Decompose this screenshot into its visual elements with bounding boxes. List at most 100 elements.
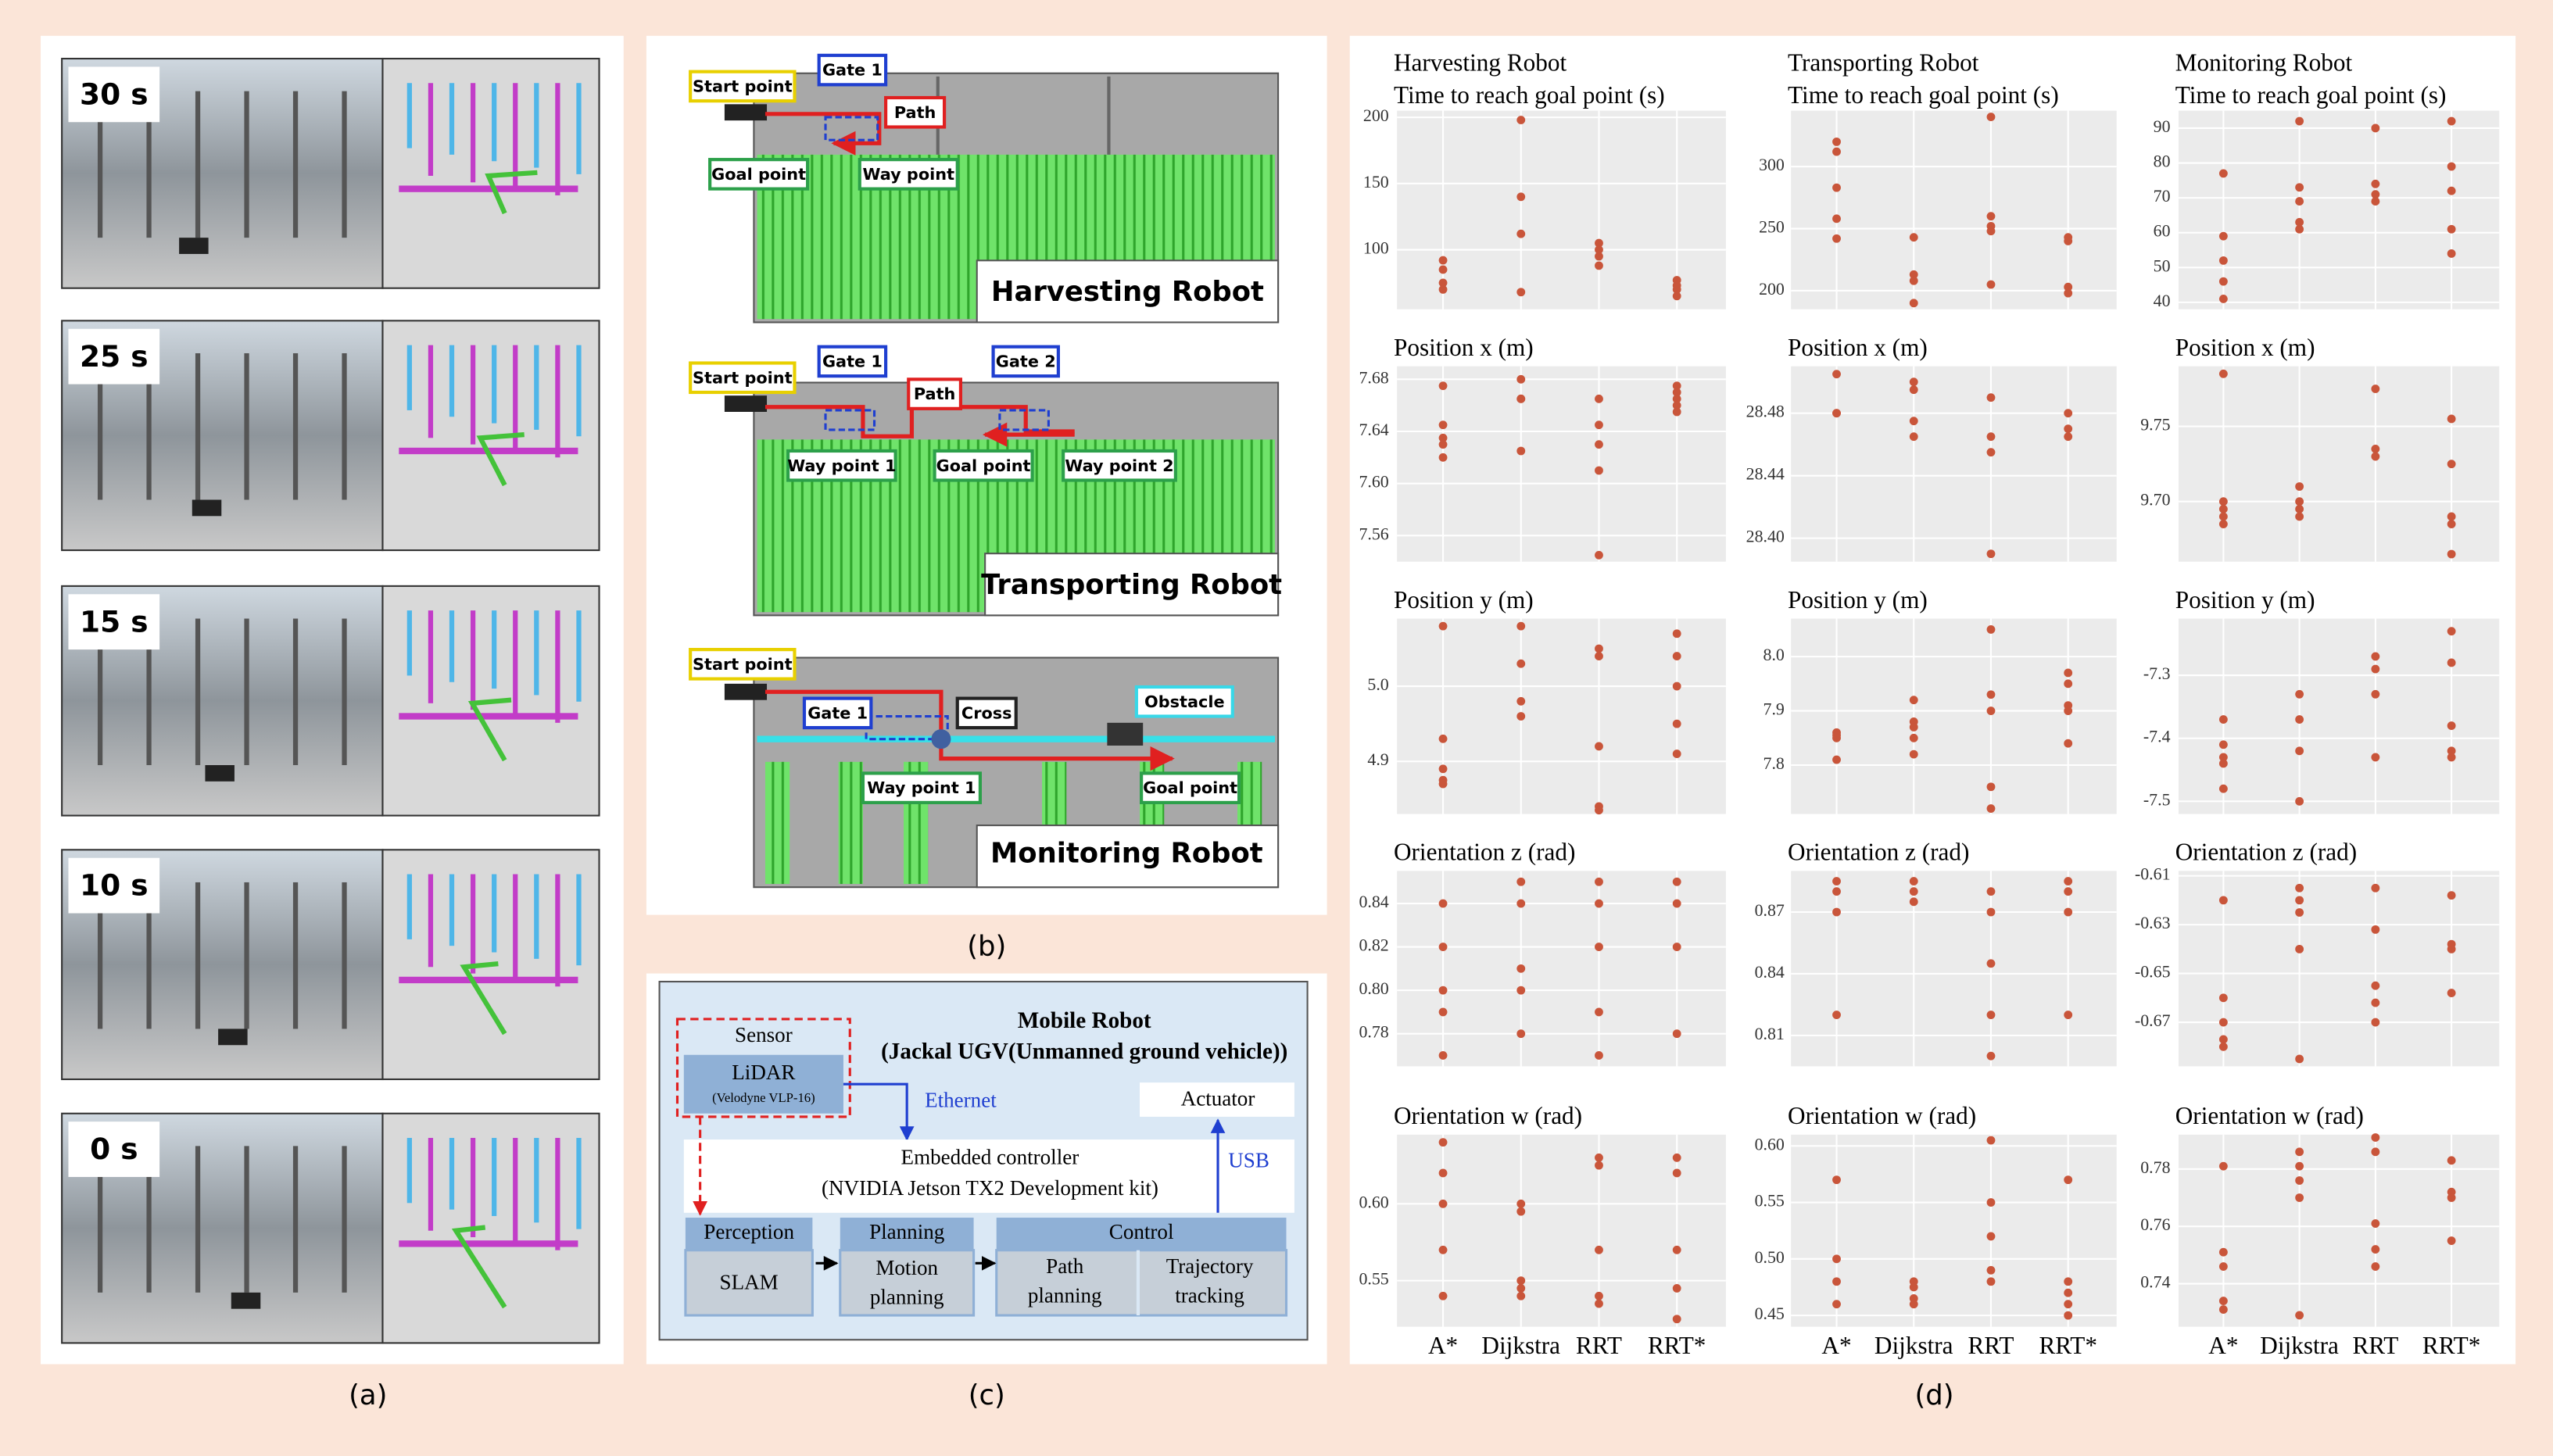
frame-label: 10 s bbox=[80, 868, 149, 903]
label: Motion bbox=[875, 1256, 938, 1279]
window-frame bbox=[244, 353, 249, 500]
lidar-column bbox=[470, 1137, 476, 1238]
dot bbox=[1986, 448, 1996, 457]
label-box bbox=[858, 158, 959, 191]
dot bbox=[1438, 284, 1448, 294]
frame-label-box bbox=[68, 1122, 160, 1177]
lidar-column bbox=[555, 83, 560, 195]
controller-box bbox=[683, 1139, 1294, 1213]
dot bbox=[2371, 981, 2380, 990]
robot bbox=[724, 395, 768, 412]
lidar-column bbox=[428, 83, 434, 176]
frame-label: 0 s bbox=[90, 1132, 138, 1166]
diagram-label: Gate 2 bbox=[996, 352, 1056, 370]
dot bbox=[2447, 224, 2456, 234]
dot bbox=[1832, 234, 1841, 243]
dot bbox=[2371, 652, 2380, 661]
plot-background bbox=[2178, 366, 2500, 562]
dot bbox=[2218, 277, 2228, 286]
dot bbox=[2218, 1247, 2228, 1257]
dot bbox=[1909, 887, 1918, 896]
chart-title: Position y (m) bbox=[2175, 586, 2315, 614]
dot bbox=[2447, 1193, 2456, 1202]
dot bbox=[2447, 989, 2456, 998]
label-box bbox=[1134, 685, 1234, 718]
lidar-column bbox=[576, 83, 582, 174]
dot bbox=[1595, 252, 1603, 261]
label: Path bbox=[1046, 1254, 1084, 1278]
dot bbox=[1672, 381, 1681, 391]
frame-label-box bbox=[68, 857, 160, 914]
y-tick-label: 8.0 bbox=[1763, 646, 1785, 664]
diagram-label: Way point bbox=[862, 165, 954, 184]
dot bbox=[1516, 116, 1526, 124]
chart-title: Orientation w (rad) bbox=[1394, 1102, 1582, 1129]
dot bbox=[1595, 440, 1603, 449]
dot bbox=[1672, 284, 1681, 294]
dot bbox=[2064, 887, 2073, 896]
dot bbox=[2371, 1245, 2380, 1254]
dot bbox=[2295, 746, 2304, 756]
diagram-title: Transporting Robot bbox=[981, 569, 1282, 601]
dot bbox=[2218, 231, 2228, 241]
window-frame bbox=[342, 882, 347, 1029]
robot-trajectory bbox=[476, 432, 525, 487]
y-tick-label: 40 bbox=[2154, 292, 2171, 310]
dot bbox=[2447, 414, 2456, 424]
dot bbox=[1595, 644, 1603, 653]
dot bbox=[2295, 1311, 2304, 1320]
dot bbox=[1672, 681, 1681, 691]
dot bbox=[2064, 739, 2073, 748]
dot bbox=[1986, 113, 1996, 122]
plot-background bbox=[1791, 366, 2117, 562]
y-tick-label: 0.78 bbox=[2140, 1158, 2170, 1177]
dot bbox=[1832, 214, 1841, 224]
label-box bbox=[1062, 449, 1177, 482]
dot bbox=[1986, 887, 1996, 896]
dot bbox=[2218, 1161, 2228, 1171]
dot bbox=[2295, 908, 2304, 917]
diagram-label: Obstacle bbox=[1144, 692, 1225, 711]
dot bbox=[2371, 1147, 2380, 1157]
dot bbox=[1516, 1207, 1526, 1216]
dot bbox=[2295, 689, 2304, 699]
dot bbox=[1986, 212, 1996, 221]
diagram-label: Start point bbox=[693, 655, 793, 674]
dot bbox=[1672, 749, 1681, 758]
dot bbox=[1438, 433, 1448, 442]
diagram-label: Path bbox=[914, 385, 956, 403]
y-tick-label: -0.61 bbox=[2135, 865, 2171, 884]
dot bbox=[2447, 186, 2456, 195]
y-tick-label: 28.40 bbox=[1746, 528, 1785, 546]
sensor-box bbox=[675, 1018, 851, 1118]
dot bbox=[2218, 512, 2228, 521]
dot bbox=[2295, 224, 2304, 234]
chart-title: Position y (m) bbox=[1394, 586, 1534, 614]
dot bbox=[1672, 899, 1681, 908]
path bbox=[764, 689, 1175, 771]
dot bbox=[1672, 943, 1681, 951]
dot bbox=[2447, 512, 2456, 521]
lidar-column bbox=[513, 874, 518, 980]
block-header bbox=[840, 1218, 974, 1250]
label: (Jackal UGV(Unmanned ground vehicle)) bbox=[881, 1039, 1287, 1064]
divider bbox=[1136, 1250, 1140, 1316]
dot bbox=[1832, 1300, 1841, 1309]
dot bbox=[2295, 1054, 2304, 1064]
window-frame bbox=[146, 91, 152, 238]
plot-background bbox=[1397, 110, 1726, 309]
dot bbox=[1438, 1051, 1448, 1060]
y-tick-label: 7.64 bbox=[1359, 420, 1388, 439]
dot bbox=[2218, 294, 2228, 303]
lidar-box bbox=[683, 1054, 843, 1114]
y-tick-label: 0.45 bbox=[1755, 1304, 1785, 1323]
dot bbox=[2064, 1311, 2073, 1320]
y-tick-label: 7.60 bbox=[1359, 473, 1388, 492]
label: SLAM bbox=[720, 1271, 779, 1294]
x-tick-label: RRT* bbox=[1648, 1332, 1706, 1359]
dot bbox=[1986, 690, 1996, 699]
plot-background bbox=[1397, 618, 1726, 814]
y-tick-label: 7.8 bbox=[1763, 754, 1785, 773]
lidar-column bbox=[576, 345, 582, 437]
lidar-wall bbox=[399, 713, 578, 720]
